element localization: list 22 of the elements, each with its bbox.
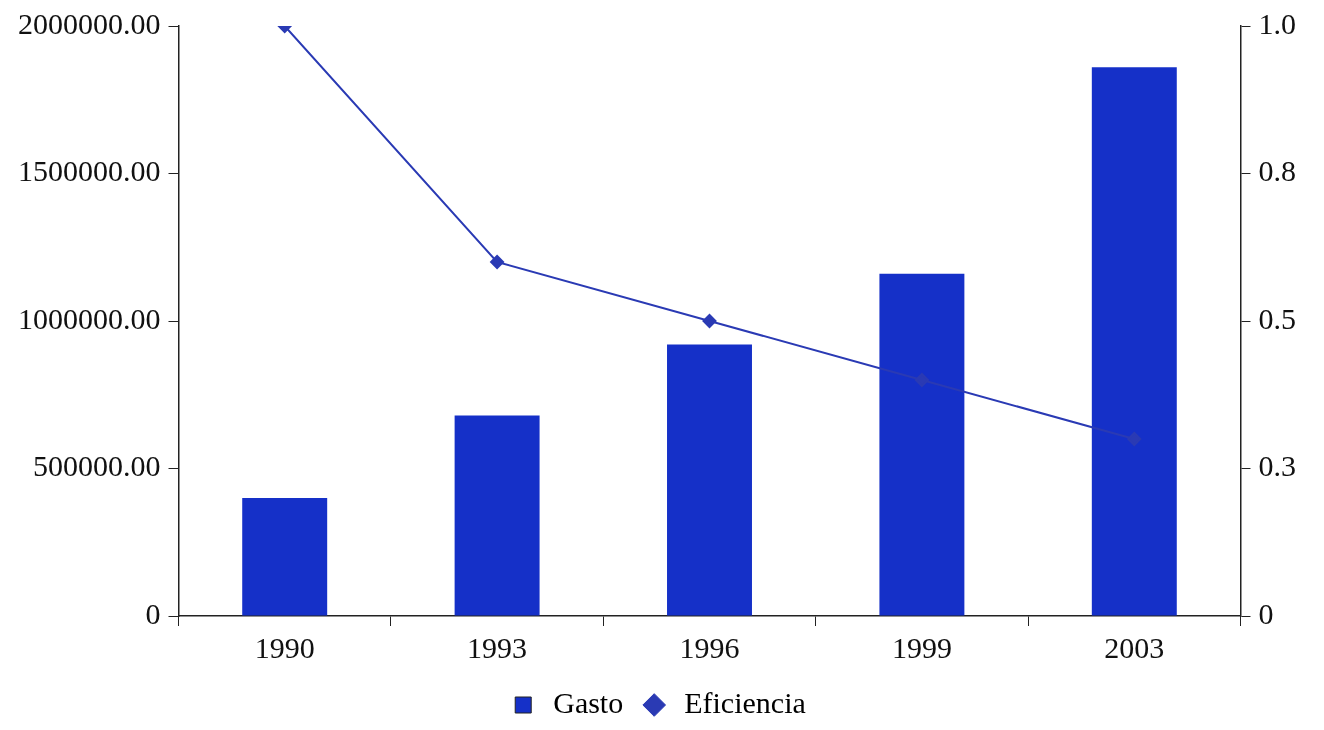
legend-label: Eficiencia: [684, 685, 806, 719]
x-tick-label: 1990: [254, 630, 315, 664]
y2-tick-label: 0.3: [1258, 449, 1296, 483]
y2-tick-label: 0.5: [1258, 301, 1296, 335]
bar: [242, 498, 328, 616]
y2-tick-label: 0.8: [1258, 154, 1296, 188]
legend-label: Gasto: [553, 685, 624, 719]
y-tick-label: 500000.00: [33, 449, 161, 483]
bar: [454, 415, 540, 616]
bar: [1091, 67, 1177, 616]
y-tick-label: 2000000.00: [18, 6, 161, 40]
y2-tick-label: 1.0: [1258, 6, 1296, 40]
bar: [667, 344, 752, 616]
x-tick-label: 2003: [1104, 630, 1165, 664]
bar: [879, 273, 965, 616]
x-tick-label: 1996: [679, 630, 740, 664]
y-tick-label: 1500000.00: [18, 154, 161, 188]
y2-tick-label: 0: [1258, 596, 1274, 630]
x-tick-label: 1999: [891, 630, 952, 664]
y-tick-label: 1000000.00: [18, 301, 161, 335]
x-tick-label: 1993: [467, 630, 528, 664]
y-tick-label: 0: [145, 596, 161, 630]
